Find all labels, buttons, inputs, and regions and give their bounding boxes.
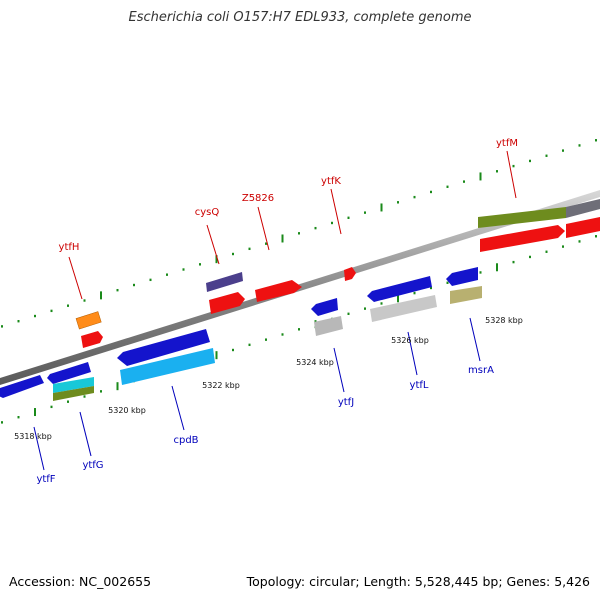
feature-gray-gene[interactable] [566, 199, 600, 218]
gene-label-ytfL[interactable]: ytfL [410, 380, 429, 391]
feature-blue-ytfJ[interactable] [311, 298, 338, 316]
feature-blue-ytfL[interactable] [367, 276, 432, 302]
gene-label-ytfH[interactable]: ytfH [59, 242, 80, 253]
feature-khaki-msrA[interactable] [450, 286, 482, 304]
connector-ytfK [330, 188, 342, 235]
connector-ytfJ [333, 347, 345, 393]
gene-label-ytfM[interactable]: ytfM [496, 138, 518, 149]
label-connectors [33, 150, 517, 471]
feature-olive-ytfG[interactable] [53, 386, 94, 401]
upper-gene-labels: ytfH cysQ Z5826 ytfK ytfM [59, 138, 518, 253]
feature-red-right[interactable] [566, 217, 600, 238]
gene-label-msrA[interactable]: msrA [468, 365, 494, 376]
connector-ytfM [506, 150, 517, 199]
feature-cyan-ytfG[interactable] [53, 377, 94, 393]
tick-label-5322: 5322 kbp [202, 381, 240, 390]
connector-msrA [469, 317, 481, 362]
connector-cysQ [206, 224, 220, 265]
tick-label-5328: 5328 kbp [485, 316, 523, 325]
connector-ytfG [79, 411, 92, 457]
gene-label-ytfK[interactable]: ytfK [321, 176, 341, 187]
feature-ytfM-green[interactable] [478, 207, 566, 228]
connector-ytfF [33, 426, 45, 471]
gene-label-ytfF[interactable]: ytfF [36, 474, 55, 485]
lower-gene-labels: ytfF ytfG cpdB ytfJ ytfL msrA [36, 365, 494, 485]
gene-label-cysQ[interactable]: cysQ [195, 207, 220, 218]
feature-tracks [0, 199, 600, 401]
gene-label-cpdB[interactable]: cpdB [173, 435, 198, 446]
feature-silver-ytfJ[interactable] [314, 316, 343, 336]
feature-ytfH-orange[interactable] [75, 311, 102, 330]
map-title: Escherichia coli O157:H7 EDL933, complet… [128, 10, 472, 25]
gene-label-ytfJ[interactable]: ytfJ [338, 397, 354, 408]
feature-red-Z5826[interactable] [255, 280, 302, 302]
feature-red-ytfH[interactable] [81, 331, 103, 348]
gene-label-ytfG[interactable]: ytfG [82, 460, 103, 471]
feature-blue-cpdB[interactable] [117, 329, 210, 366]
kbp-tick-labels: 5318 kbp 5320 kbp 5322 kbp 5324 kbp 5326… [14, 316, 523, 441]
feature-ytfK-red[interactable] [344, 267, 356, 281]
connector-Z5826 [257, 206, 270, 251]
feature-purple-gene[interactable] [206, 272, 243, 292]
feature-red-cysQ[interactable] [209, 292, 245, 314]
connector-ytfH [68, 256, 83, 300]
connector-cpdB [171, 385, 185, 431]
tick-label-5326: 5326 kbp [391, 336, 429, 345]
tick-label-5318: 5318 kbp [14, 432, 52, 441]
feature-red-ytfM[interactable] [480, 225, 565, 252]
connector-ytfL [407, 331, 418, 376]
accession-text: Accession: NC_002655 [9, 574, 152, 589]
feature-silver-ytfL[interactable] [370, 295, 437, 322]
genome-stats-text: Topology: circular; Length: 5,528,445 bp… [246, 574, 590, 589]
feature-blue-ytfF[interactable] [0, 375, 44, 398]
tick-label-5320: 5320 kbp [108, 406, 146, 415]
feature-cyan-cpdB[interactable] [120, 348, 215, 385]
tick-label-5324: 5324 kbp [296, 358, 334, 367]
feature-blue-ytfG[interactable] [47, 362, 91, 384]
feature-blue-msrA[interactable] [446, 267, 478, 286]
gene-label-Z5826[interactable]: Z5826 [242, 193, 274, 204]
